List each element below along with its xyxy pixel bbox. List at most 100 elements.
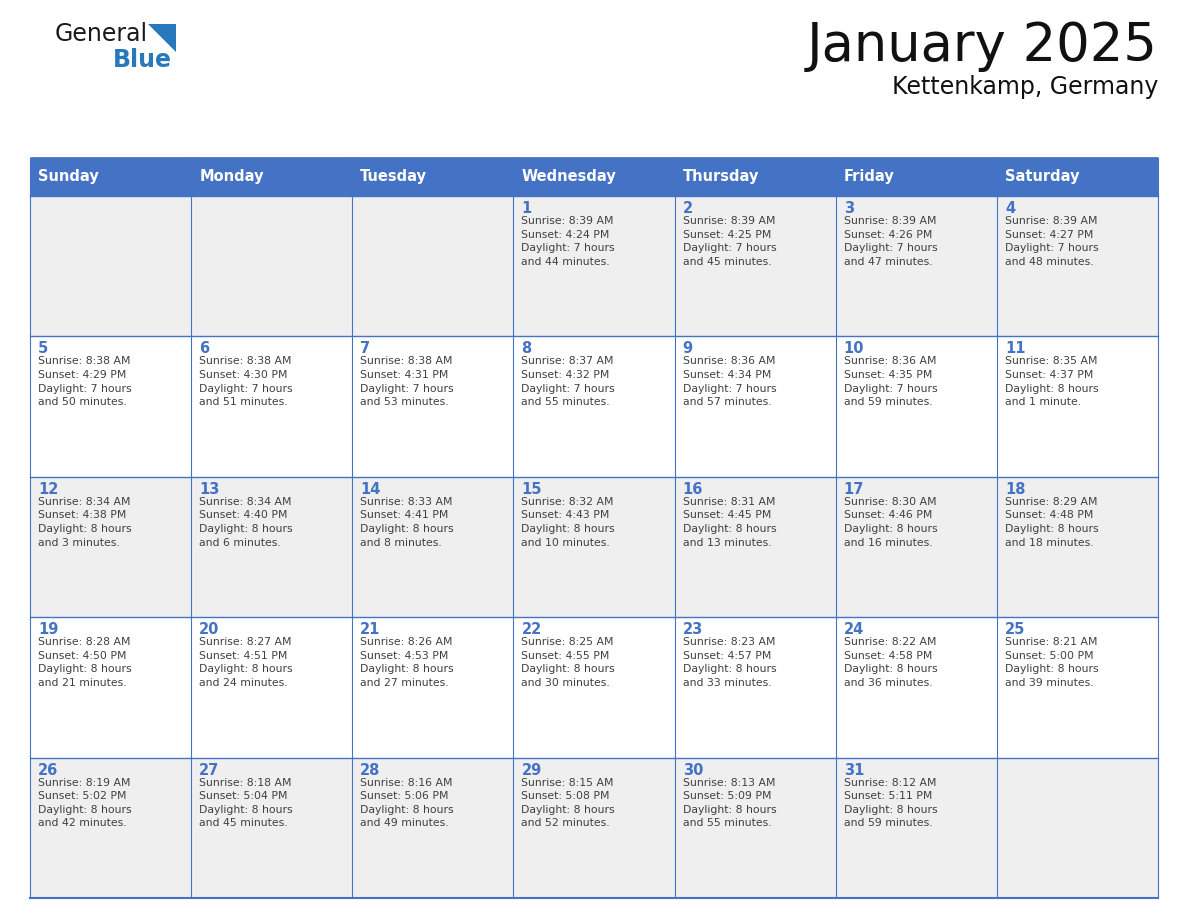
Text: Sunrise: 8:39 AM
Sunset: 4:24 PM
Daylight: 7 hours
and 44 minutes.: Sunrise: 8:39 AM Sunset: 4:24 PM Dayligh… xyxy=(522,216,615,267)
Bar xyxy=(675,476,835,617)
Bar xyxy=(353,757,513,898)
Bar xyxy=(191,757,353,898)
Text: Monday: Monday xyxy=(200,170,264,185)
Bar xyxy=(835,476,997,617)
Text: 9: 9 xyxy=(683,341,693,356)
Text: Sunrise: 8:39 AM
Sunset: 4:26 PM
Daylight: 7 hours
and 47 minutes.: Sunrise: 8:39 AM Sunset: 4:26 PM Dayligh… xyxy=(843,216,937,267)
Text: Sunrise: 8:38 AM
Sunset: 4:29 PM
Daylight: 7 hours
and 50 minutes.: Sunrise: 8:38 AM Sunset: 4:29 PM Dayligh… xyxy=(38,356,132,408)
Text: 28: 28 xyxy=(360,763,380,778)
Bar xyxy=(997,158,1158,196)
Text: Sunrise: 8:37 AM
Sunset: 4:32 PM
Daylight: 7 hours
and 55 minutes.: Sunrise: 8:37 AM Sunset: 4:32 PM Dayligh… xyxy=(522,356,615,408)
Bar xyxy=(30,757,191,898)
Text: Sunrise: 8:15 AM
Sunset: 5:08 PM
Daylight: 8 hours
and 52 minutes.: Sunrise: 8:15 AM Sunset: 5:08 PM Dayligh… xyxy=(522,778,615,828)
Bar xyxy=(30,476,191,617)
Text: 15: 15 xyxy=(522,482,542,497)
Text: Sunrise: 8:31 AM
Sunset: 4:45 PM
Daylight: 8 hours
and 13 minutes.: Sunrise: 8:31 AM Sunset: 4:45 PM Dayligh… xyxy=(683,497,776,548)
Bar xyxy=(191,336,353,476)
Bar xyxy=(835,617,997,757)
Bar xyxy=(835,158,997,196)
Text: 8: 8 xyxy=(522,341,532,356)
Text: 23: 23 xyxy=(683,622,703,637)
Text: 7: 7 xyxy=(360,341,371,356)
Text: 5: 5 xyxy=(38,341,49,356)
Text: Sunrise: 8:19 AM
Sunset: 5:02 PM
Daylight: 8 hours
and 42 minutes.: Sunrise: 8:19 AM Sunset: 5:02 PM Dayligh… xyxy=(38,778,132,828)
Text: 19: 19 xyxy=(38,622,58,637)
Bar xyxy=(353,158,513,196)
Text: Wednesday: Wednesday xyxy=(522,170,617,185)
Text: 18: 18 xyxy=(1005,482,1025,497)
Text: Friday: Friday xyxy=(843,170,895,185)
Bar xyxy=(513,196,675,336)
Text: 14: 14 xyxy=(360,482,380,497)
Text: Sunrise: 8:33 AM
Sunset: 4:41 PM
Daylight: 8 hours
and 8 minutes.: Sunrise: 8:33 AM Sunset: 4:41 PM Dayligh… xyxy=(360,497,454,548)
Bar xyxy=(675,336,835,476)
Text: 16: 16 xyxy=(683,482,703,497)
Bar xyxy=(30,158,191,196)
Text: Sunrise: 8:39 AM
Sunset: 4:25 PM
Daylight: 7 hours
and 45 minutes.: Sunrise: 8:39 AM Sunset: 4:25 PM Dayligh… xyxy=(683,216,776,267)
Text: Kettenkamp, Germany: Kettenkamp, Germany xyxy=(892,75,1158,99)
Text: 13: 13 xyxy=(200,482,220,497)
Text: Sunrise: 8:34 AM
Sunset: 4:40 PM
Daylight: 8 hours
and 6 minutes.: Sunrise: 8:34 AM Sunset: 4:40 PM Dayligh… xyxy=(200,497,292,548)
Text: Sunrise: 8:25 AM
Sunset: 4:55 PM
Daylight: 8 hours
and 30 minutes.: Sunrise: 8:25 AM Sunset: 4:55 PM Dayligh… xyxy=(522,637,615,688)
Text: Sunrise: 8:35 AM
Sunset: 4:37 PM
Daylight: 8 hours
and 1 minute.: Sunrise: 8:35 AM Sunset: 4:37 PM Dayligh… xyxy=(1005,356,1099,408)
Bar xyxy=(353,617,513,757)
Text: Sunrise: 8:12 AM
Sunset: 5:11 PM
Daylight: 8 hours
and 59 minutes.: Sunrise: 8:12 AM Sunset: 5:11 PM Dayligh… xyxy=(843,778,937,828)
Bar xyxy=(30,336,191,476)
Text: Sunrise: 8:38 AM
Sunset: 4:31 PM
Daylight: 7 hours
and 53 minutes.: Sunrise: 8:38 AM Sunset: 4:31 PM Dayligh… xyxy=(360,356,454,408)
Bar xyxy=(997,336,1158,476)
Text: 10: 10 xyxy=(843,341,865,356)
Text: Sunrise: 8:38 AM
Sunset: 4:30 PM
Daylight: 7 hours
and 51 minutes.: Sunrise: 8:38 AM Sunset: 4:30 PM Dayligh… xyxy=(200,356,292,408)
Text: 6: 6 xyxy=(200,341,209,356)
Bar xyxy=(513,336,675,476)
Text: Sunrise: 8:36 AM
Sunset: 4:35 PM
Daylight: 7 hours
and 59 minutes.: Sunrise: 8:36 AM Sunset: 4:35 PM Dayligh… xyxy=(843,356,937,408)
Bar xyxy=(30,617,191,757)
Text: Sunrise: 8:13 AM
Sunset: 5:09 PM
Daylight: 8 hours
and 55 minutes.: Sunrise: 8:13 AM Sunset: 5:09 PM Dayligh… xyxy=(683,778,776,828)
Bar xyxy=(997,617,1158,757)
Text: Thursday: Thursday xyxy=(683,170,759,185)
Bar xyxy=(30,196,191,336)
Bar xyxy=(835,336,997,476)
Bar xyxy=(997,757,1158,898)
Text: Sunrise: 8:34 AM
Sunset: 4:38 PM
Daylight: 8 hours
and 3 minutes.: Sunrise: 8:34 AM Sunset: 4:38 PM Dayligh… xyxy=(38,497,132,548)
Text: 4: 4 xyxy=(1005,201,1015,216)
Text: Saturday: Saturday xyxy=(1005,170,1080,185)
Text: 11: 11 xyxy=(1005,341,1025,356)
Polygon shape xyxy=(148,24,176,52)
Text: Sunrise: 8:28 AM
Sunset: 4:50 PM
Daylight: 8 hours
and 21 minutes.: Sunrise: 8:28 AM Sunset: 4:50 PM Dayligh… xyxy=(38,637,132,688)
Text: Sunrise: 8:32 AM
Sunset: 4:43 PM
Daylight: 8 hours
and 10 minutes.: Sunrise: 8:32 AM Sunset: 4:43 PM Dayligh… xyxy=(522,497,615,548)
Text: Blue: Blue xyxy=(113,48,172,72)
Bar xyxy=(353,196,513,336)
Text: Sunrise: 8:23 AM
Sunset: 4:57 PM
Daylight: 8 hours
and 33 minutes.: Sunrise: 8:23 AM Sunset: 4:57 PM Dayligh… xyxy=(683,637,776,688)
Text: Sunrise: 8:29 AM
Sunset: 4:48 PM
Daylight: 8 hours
and 18 minutes.: Sunrise: 8:29 AM Sunset: 4:48 PM Dayligh… xyxy=(1005,497,1099,548)
Text: Sunrise: 8:18 AM
Sunset: 5:04 PM
Daylight: 8 hours
and 45 minutes.: Sunrise: 8:18 AM Sunset: 5:04 PM Dayligh… xyxy=(200,778,292,828)
Text: 20: 20 xyxy=(200,622,220,637)
Text: Sunrise: 8:26 AM
Sunset: 4:53 PM
Daylight: 8 hours
and 27 minutes.: Sunrise: 8:26 AM Sunset: 4:53 PM Dayligh… xyxy=(360,637,454,688)
Bar xyxy=(675,158,835,196)
Text: 27: 27 xyxy=(200,763,220,778)
Text: 25: 25 xyxy=(1005,622,1025,637)
Bar xyxy=(513,158,675,196)
Bar xyxy=(513,476,675,617)
Text: 31: 31 xyxy=(843,763,864,778)
Bar xyxy=(191,196,353,336)
Text: 17: 17 xyxy=(843,482,864,497)
Text: 12: 12 xyxy=(38,482,58,497)
Text: 1: 1 xyxy=(522,201,532,216)
Bar xyxy=(353,336,513,476)
Bar xyxy=(513,757,675,898)
Bar xyxy=(835,196,997,336)
Bar xyxy=(675,196,835,336)
Text: January 2025: January 2025 xyxy=(807,20,1158,72)
Text: General: General xyxy=(55,22,148,46)
Text: Sunrise: 8:39 AM
Sunset: 4:27 PM
Daylight: 7 hours
and 48 minutes.: Sunrise: 8:39 AM Sunset: 4:27 PM Dayligh… xyxy=(1005,216,1099,267)
Bar xyxy=(191,617,353,757)
Text: 30: 30 xyxy=(683,763,703,778)
Text: Tuesday: Tuesday xyxy=(360,170,428,185)
Bar xyxy=(675,617,835,757)
Text: Sunrise: 8:21 AM
Sunset: 5:00 PM
Daylight: 8 hours
and 39 minutes.: Sunrise: 8:21 AM Sunset: 5:00 PM Dayligh… xyxy=(1005,637,1099,688)
Text: 29: 29 xyxy=(522,763,542,778)
Bar xyxy=(191,158,353,196)
Text: Sunrise: 8:22 AM
Sunset: 4:58 PM
Daylight: 8 hours
and 36 minutes.: Sunrise: 8:22 AM Sunset: 4:58 PM Dayligh… xyxy=(843,637,937,688)
Bar xyxy=(835,757,997,898)
Text: 26: 26 xyxy=(38,763,58,778)
